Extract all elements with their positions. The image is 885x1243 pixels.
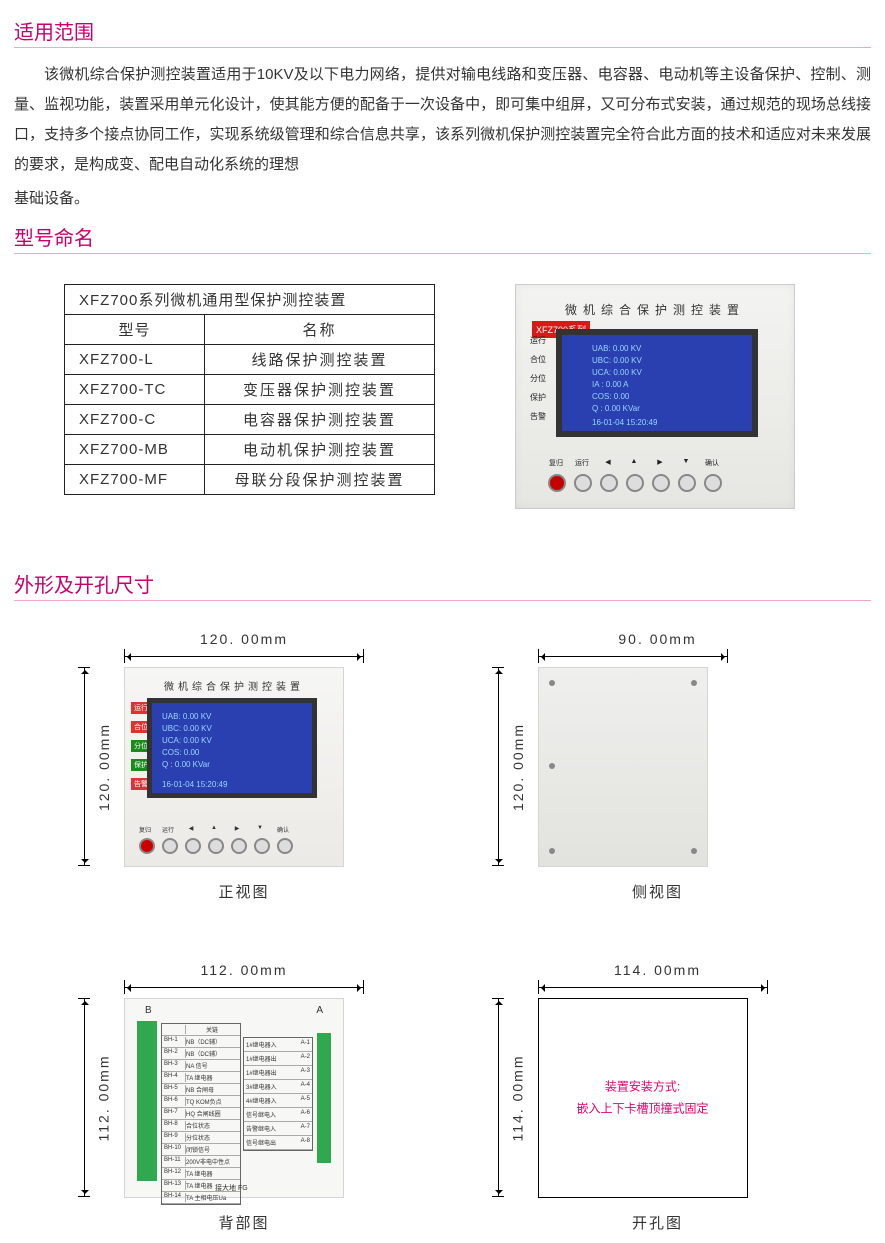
screw-icon <box>549 848 555 854</box>
back-table-right: 1#继电器入A-11#继电器出A-21#继电器出A-33#继电器入A-44#继电… <box>243 1037 313 1151</box>
hole-height-label: 114. 00mm <box>509 1054 525 1141</box>
scope-paragraph: 该微机综合保护测控装置适用于10KV及以下电力网络，提供对输电线路和变压器、电容… <box>14 60 871 180</box>
dimensions-heading: 外形及开孔尺寸 <box>14 569 871 598</box>
table-row: XFZ700-MF母联分段保护测控装置 <box>65 465 435 495</box>
device-leds: 运行 合位 分位 保护 告警 <box>530 335 546 422</box>
button-icon <box>626 474 644 492</box>
screw-icon <box>691 848 697 854</box>
hole-caption: 开孔图 <box>518 1212 798 1233</box>
divider <box>14 600 871 601</box>
dim-bar <box>124 980 364 994</box>
screw-icon <box>549 763 555 769</box>
back-view-cell: 112. 00mm 112. 00mm B A 关链BH-1NB（DC辅）BH-… <box>104 962 384 1233</box>
device-button-labels: 复归 运行 ◀ ▲ ▶ ▼ 确认 <box>546 458 722 468</box>
install-note: 装置安装方式: 嵌入上下卡槽顶撞式固定 <box>576 1076 708 1119</box>
table-row: XFZ700-TC变压器保护测控装置 <box>65 375 435 405</box>
device-buttons <box>548 474 722 492</box>
side-view-drawing <box>538 667 708 867</box>
button-icon <box>704 474 722 492</box>
hole-view-cell: 114. 00mm 114. 00mm 装置安装方式: 嵌入上下卡槽顶撞式固定 … <box>518 962 798 1233</box>
button-icon <box>600 474 618 492</box>
device-screen: 运行 合位 分位 保护 告警 UAB: 0.00 KV UBC: 0.00 KV… <box>556 329 758 437</box>
front-view-drawing: 微机综合保护测控装置 运行 合位 分位 保护 告警 UAB: 0.00 KV U… <box>124 667 344 867</box>
hole-view-drawing: 装置安装方式: 嵌入上下卡槽顶撞式固定 <box>538 998 748 1198</box>
hole-width-label: 114. 00mm <box>518 962 798 978</box>
back-height-label: 112. 00mm <box>96 1054 112 1141</box>
model-heading: 型号命名 <box>14 222 871 251</box>
dim-bar <box>538 980 768 994</box>
model-table-header-name: 名称 <box>205 315 435 345</box>
back-view-drawing: B A 关链BH-1NB（DC辅）BH-2NB（DC辅）BH-3NA 信号BH-… <box>124 998 344 1198</box>
reset-button-icon <box>548 474 566 492</box>
model-table: XFZ700系列微机通用型保护测控装置 型号 名称 XFZ700-L线路保护测控… <box>64 284 435 495</box>
table-row: XFZ700-C电容器保护测控装置 <box>65 405 435 435</box>
divider <box>14 253 871 254</box>
button-icon <box>652 474 670 492</box>
model-table-header-model: 型号 <box>65 315 205 345</box>
model-table-caption: XFZ700系列微机通用型保护测控装置 <box>65 285 435 315</box>
screen-readout: UAB: 0.00 KV UBC: 0.00 KV UCA: 0.00 KV I… <box>592 343 642 415</box>
back-caption: 背部图 <box>104 1212 384 1233</box>
connector-b-icon <box>137 1021 157 1181</box>
button-icon <box>678 474 696 492</box>
device-photo: 微机综合保护测控装置 XFZ700系列 运行 合位 分位 保护 告警 UAB: … <box>515 284 795 509</box>
dim-bar-vertical: 120. 00mm <box>74 667 88 866</box>
side-view-cell: 90. 00mm 120. 00mm 侧视图 <box>518 631 798 902</box>
table-row: XFZ700-MB电动机保护测控装置 <box>65 435 435 465</box>
button-icon <box>574 474 592 492</box>
side-caption: 侧视图 <box>518 881 798 902</box>
dim-bar <box>538 649 728 663</box>
front-height-label: 120. 00mm <box>96 722 112 810</box>
front-width-label: 120. 00mm <box>104 631 384 647</box>
screen-datetime: 16-01-04 15:20:49 <box>592 418 657 427</box>
dim-bar-vertical: 112. 00mm <box>74 998 88 1197</box>
screw-icon <box>549 680 555 686</box>
scope-heading: 适用范围 <box>14 16 871 45</box>
device-panel-title: 微机综合保护测控装置 <box>516 301 794 318</box>
divider <box>14 47 871 48</box>
scope-paragraph-2: 基础设备。 <box>14 184 871 214</box>
side-width-label: 90. 00mm <box>518 631 798 647</box>
dim-bar-vertical: 120. 00mm <box>488 667 502 866</box>
dim-bar <box>124 649 364 663</box>
dim-bar-vertical: 114. 00mm <box>488 998 502 1197</box>
side-height-label: 120. 00mm <box>510 722 526 810</box>
screw-icon <box>691 680 697 686</box>
back-table-left: 关链BH-1NB（DC辅）BH-2NB（DC辅）BH-3NA 信号BH-4TA … <box>161 1023 241 1205</box>
connector-a-icon <box>317 1033 331 1163</box>
front-caption: 正视图 <box>104 881 384 902</box>
front-view-cell: 120. 00mm 120. 00mm 微机综合保护测控装置 运行 合位 分位 … <box>104 631 384 902</box>
back-width-label: 112. 00mm <box>104 962 384 978</box>
table-row: XFZ700-L线路保护测控装置 <box>65 345 435 375</box>
